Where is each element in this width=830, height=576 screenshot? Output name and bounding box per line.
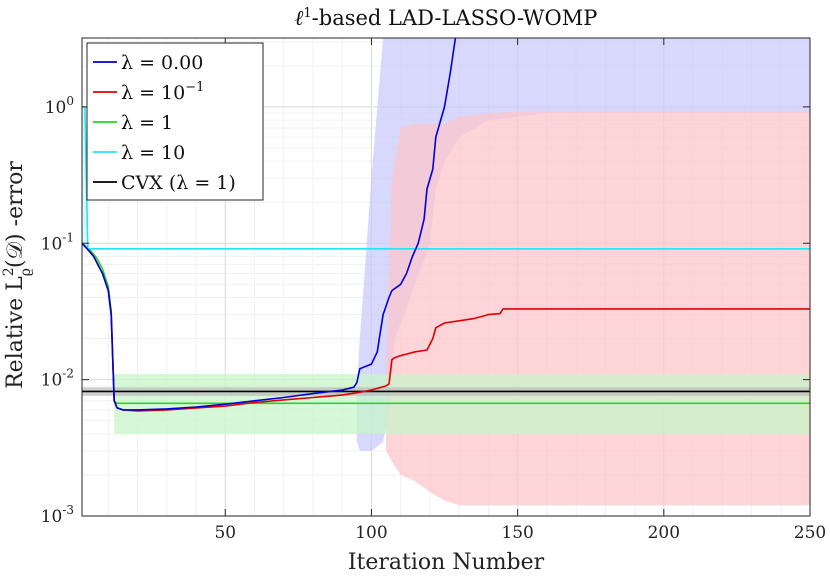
title-superscript: 1 (303, 6, 311, 21)
title-prefix: ℓ (295, 6, 304, 30)
line-series-2 (82, 242, 810, 405)
legend-label-2: λ = 1 (121, 112, 173, 134)
x-tick-label: 150 (501, 523, 533, 543)
y-tick-label: 10-3 (41, 503, 74, 527)
y-tick-exponent: -1 (62, 230, 74, 244)
y-tick-exponent: 0 (66, 94, 74, 108)
legend-label-superscript: −1 (185, 80, 204, 95)
chart-title: ℓ1-based LAD-LASSO-WOMP (295, 6, 598, 30)
legend-label-4: CVX (λ = 1) (121, 172, 236, 194)
ylabel-superscript: 2 (1, 267, 17, 276)
band-series-0 (356, 38, 810, 451)
y-tick-label: 100 (45, 94, 74, 118)
x-tick-label: 200 (648, 523, 680, 543)
legend-label-text: λ = 10 (121, 82, 185, 104)
y-tick-base: 10 (41, 507, 63, 527)
ylabel-suffix: (𝒟) -error (3, 161, 28, 268)
legend-label-text: λ = 10 (121, 142, 185, 164)
x-axis-label: Iteration Number (348, 550, 545, 575)
x-tick-label: 100 (355, 523, 387, 543)
plot-frame (81, 37, 811, 517)
y-tick-base: 10 (41, 371, 63, 391)
title-suffix: -based LAD-LASSO-WOMP (312, 6, 598, 30)
legend-label-3: λ = 10 (121, 142, 185, 164)
ylabel-subscript: ϱ (18, 268, 34, 276)
legend-label-text: λ = 1 (121, 112, 173, 134)
legend-label-text: λ = 0.00 (121, 52, 203, 74)
y-tick-label: 10-1 (41, 230, 74, 254)
y-tick-base: 10 (41, 234, 63, 254)
y-tick-exponent: -2 (62, 367, 74, 381)
y-tick-base: 10 (45, 98, 67, 118)
legend-label-0: λ = 0.00 (121, 52, 203, 74)
line-series-0 (82, 38, 457, 411)
legend-label-text: CVX (λ = 1) (121, 172, 236, 194)
legend-label-1: λ = 10−1 (121, 80, 204, 104)
x-tick-label: 250 (794, 523, 826, 543)
y-axis-label: Relative L2ϱ(𝒟) -error (1, 161, 34, 389)
y-tick-label: 10-2 (41, 367, 74, 391)
x-tick-label: 50 (214, 523, 236, 543)
y-tick-exponent: -3 (62, 503, 74, 517)
ylabel-prefix: Relative L (3, 276, 28, 389)
